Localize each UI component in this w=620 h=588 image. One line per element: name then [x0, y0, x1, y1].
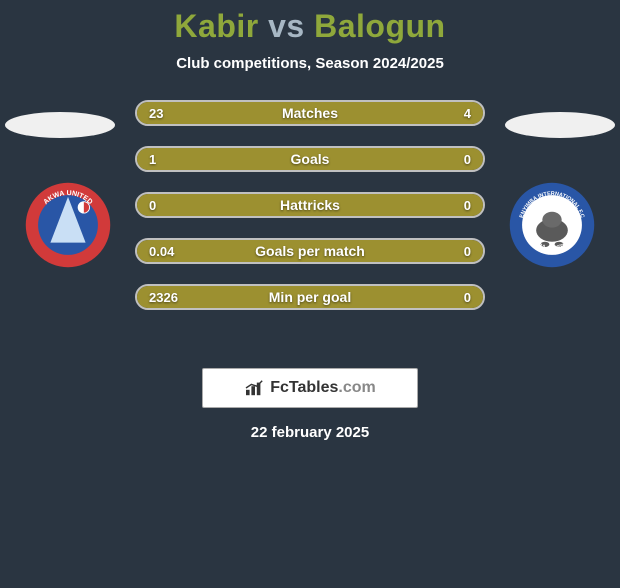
stat-row: 10Goals: [135, 146, 485, 172]
player-right-name: Balogun: [314, 8, 445, 44]
brand-name-suffix: .com: [338, 379, 375, 396]
brand-box: FcTables.com: [202, 368, 418, 408]
stat-row: 234Matches: [135, 100, 485, 126]
brand-chart-icon: [244, 379, 266, 397]
stat-row: 00Hattricks: [135, 192, 485, 218]
right-ellipse-decor: [505, 112, 615, 138]
club-badge-right-svg: ENYIMBA INTERNATIONAL F.C ABA, NIGERIA: [508, 181, 596, 269]
brand-name-bold: FcTables: [270, 379, 338, 396]
club-badge-left: AKWA UNITED: [24, 181, 112, 269]
subtitle-text: Club competitions, Season 2024/2025: [0, 55, 620, 72]
left-ellipse-decor: [5, 112, 115, 138]
club-badge-right: ENYIMBA INTERNATIONAL F.C ABA, NIGERIA: [508, 181, 596, 269]
stat-label: Hattricks: [137, 197, 483, 213]
stat-label: Min per goal: [137, 289, 483, 305]
brand-text: FcTables.com: [270, 379, 376, 397]
player-left-name: Kabir: [174, 8, 258, 44]
club-badge-left-svg: AKWA UNITED: [24, 181, 112, 269]
stat-label: Matches: [137, 105, 483, 121]
stat-label: Goals per match: [137, 243, 483, 259]
stat-label: Goals: [137, 151, 483, 167]
stat-row: 23260Min per goal: [135, 284, 485, 310]
date-text: 22 february 2025: [0, 424, 620, 441]
vs-text: vs: [268, 8, 305, 44]
stats-area: AKWA UNITED ENYIMBA INTERNATIONAL F.C AB…: [0, 100, 620, 350]
stat-row: 0.040Goals per match: [135, 238, 485, 264]
stat-rows: 234Matches 10Goals 00Hattricks 0.040Goals p…: [135, 100, 485, 310]
comparison-title: Kabir vs Balogun: [0, 8, 620, 45]
